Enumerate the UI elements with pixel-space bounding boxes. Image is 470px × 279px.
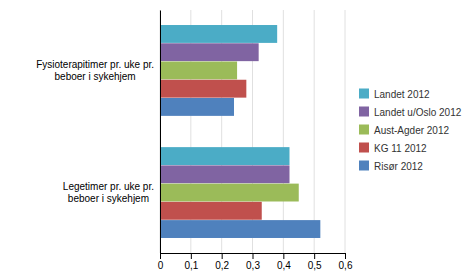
grid-line <box>314 10 315 253</box>
legend-swatch <box>359 161 369 171</box>
bar <box>160 43 259 61</box>
x-tick-label: 0,5 <box>308 260 322 271</box>
bar <box>160 62 237 80</box>
bar <box>160 147 290 165</box>
bar <box>160 98 234 116</box>
bar <box>160 165 290 183</box>
legend-swatch <box>359 107 369 117</box>
x-tick: 0,6 <box>339 253 353 271</box>
legend-swatch <box>359 89 369 99</box>
grid-line <box>345 10 346 253</box>
x-tick-mark <box>345 253 346 259</box>
x-tick-label: 0 <box>158 260 164 271</box>
grid <box>160 10 345 253</box>
y-axis-line <box>160 11 161 254</box>
y-tick: Fysioterapitimer pr. uke pr.beboer i syk… <box>36 59 160 82</box>
y-tick: Legetimer pr. uke pr.beboer i sykehjem <box>63 181 160 204</box>
legend-item: KG 11 2012 <box>359 143 427 154</box>
legend: Landet 2012 Landet u/Oslo 2012 Aust-Agder … <box>359 89 462 172</box>
bar <box>160 220 320 238</box>
x-tick: 0,2 <box>215 253 229 271</box>
x-tick: 0,5 <box>308 253 322 271</box>
y-tick-label: Fysioterapitimer pr. uke pr.beboer i syk… <box>36 59 154 82</box>
legend-item: Landet u/Oslo 2012 <box>359 107 462 118</box>
chart: 0 0,1 0,2 0,3 0,4 0,5 0,6 Fysioterapitimer pr. … <box>0 0 470 279</box>
legend-label: Risør 2012 <box>374 161 423 172</box>
x-tick-label: 0,4 <box>277 260 291 271</box>
legend-label: KG 11 2012 <box>374 143 427 154</box>
legend-swatch <box>359 125 369 135</box>
x-tick-mark <box>222 253 223 259</box>
y-tick-label-line: beboer i sykehjem <box>55 71 136 82</box>
legend-item: Aust-Agder 2012 <box>359 125 449 136</box>
y-tick-label: Legetimer pr. uke pr.beboer i sykehjem <box>63 181 154 204</box>
y-tick-label-line: Fysioterapitimer pr. uke pr. <box>36 59 154 70</box>
legend-item: Landet 2012 <box>359 89 430 100</box>
x-tick-mark <box>253 253 254 259</box>
legend-swatch <box>359 143 369 153</box>
x-tick-mark <box>191 253 192 259</box>
x-tick-mark <box>283 253 284 259</box>
x-tick-label: 0,3 <box>246 260 260 271</box>
x-tick: 0,1 <box>184 253 198 271</box>
y-tick-label-line: beboer i sykehjem <box>68 193 149 204</box>
bar <box>160 184 299 202</box>
x-tick-label: 0,2 <box>215 260 229 271</box>
grid-line <box>160 10 161 253</box>
x-tick-mark <box>160 253 161 259</box>
y-axis: Fysioterapitimer pr. uke pr.beboer i syk… <box>36 11 160 254</box>
bars <box>160 25 320 238</box>
x-axis-line <box>161 254 346 260</box>
bar <box>160 80 246 98</box>
x-axis: 0 0,1 0,2 0,3 0,4 0,5 0,6 <box>158 253 353 271</box>
bar <box>160 202 262 220</box>
bar <box>160 25 277 43</box>
x-tick: 0,4 <box>277 253 291 271</box>
x-tick-mark <box>314 253 315 259</box>
y-tick-label-line: Legetimer pr. uke pr. <box>63 181 154 192</box>
x-tick: 0,3 <box>246 253 260 271</box>
legend-label: Landet u/Oslo 2012 <box>374 107 462 118</box>
legend-label: Landet 2012 <box>374 89 430 100</box>
plot: 0 0,1 0,2 0,3 0,4 0,5 0,6 Fysioterapitimer pr. … <box>36 10 353 271</box>
x-tick-label: 0,1 <box>184 260 198 271</box>
grid-line <box>283 10 284 253</box>
legend-item: Risør 2012 <box>359 161 423 172</box>
x-tick-label: 0,6 <box>339 260 353 271</box>
x-tick: 0 <box>158 253 164 271</box>
legend-label: Aust-Agder 2012 <box>374 125 449 136</box>
